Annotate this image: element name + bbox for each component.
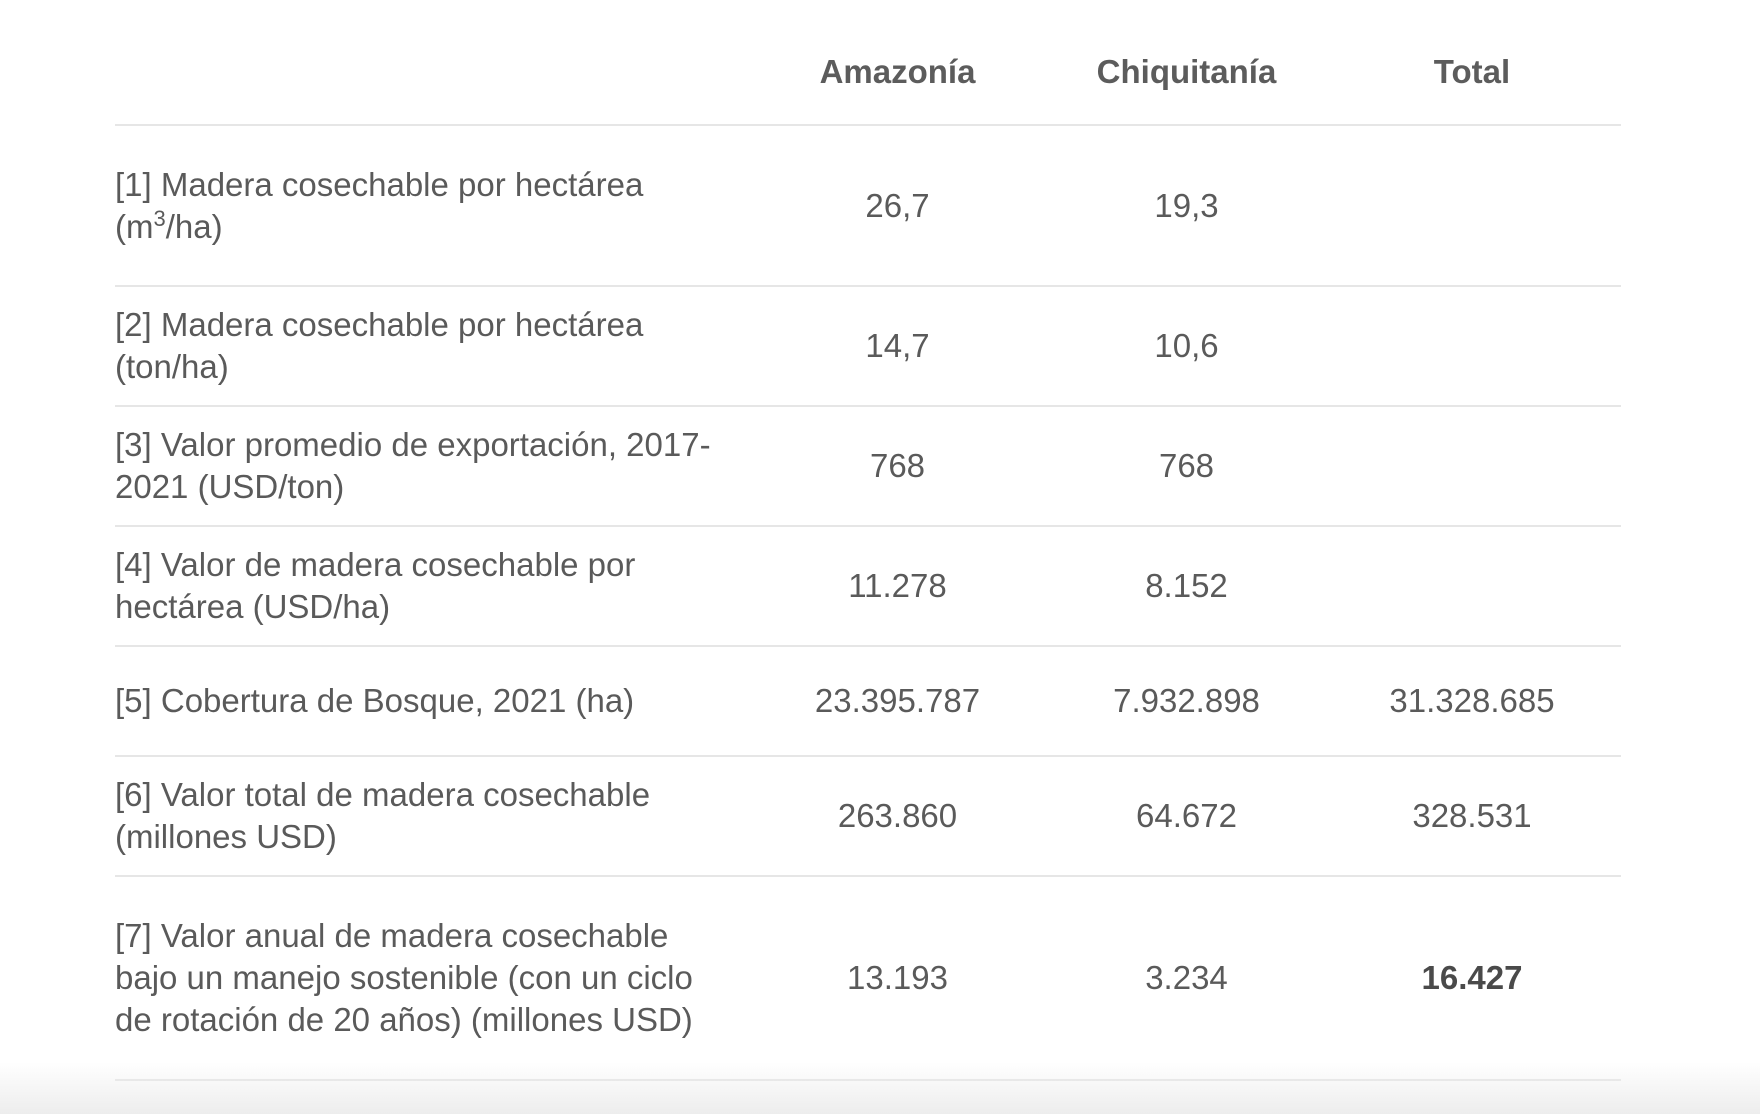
row-label: [7] Valor anual de madera cosechable baj… <box>115 876 745 1081</box>
row-label-text: [1] Madera cosechable por hectárea (m <box>115 165 644 245</box>
cell-chiquitania: 19,3 <box>1050 125 1323 287</box>
data-table: Amazonía Chiquitanía Total [1] Madera co… <box>115 20 1621 1081</box>
row-label: [1] Madera cosechable por hectárea (m3/h… <box>115 125 745 287</box>
table-row: [3] Valor promedio de exportación, 2017-… <box>115 406 1621 527</box>
cell-total <box>1323 406 1621 527</box>
header-total: Total <box>1323 20 1621 126</box>
cell-chiquitania: 768 <box>1050 406 1323 527</box>
cell-amazonia: 768 <box>745 406 1050 527</box>
row-label-text: /ha) <box>165 207 223 245</box>
bottom-shadow <box>0 1062 1760 1114</box>
table-row: [2] Madera cosechable por hectárea (ton/… <box>115 286 1621 407</box>
cell-chiquitania: 3.234 <box>1050 876 1323 1081</box>
cell-amazonia: 11.278 <box>745 526 1050 647</box>
header-chiquitania: Chiquitanía <box>1050 20 1323 126</box>
cell-amazonia: 13.193 <box>745 876 1050 1081</box>
cell-chiquitania: 64.672 <box>1050 756 1323 877</box>
row-label: [4] Valor de madera cosechable por hectá… <box>115 526 745 647</box>
superscript: 3 <box>153 205 166 231</box>
row-label: [2] Madera cosechable por hectárea (ton/… <box>115 286 745 407</box>
cell-amazonia: 263.860 <box>745 756 1050 877</box>
row-label: [5] Cobertura de Bosque, 2021 (ha) <box>115 646 745 757</box>
table-row: [4] Valor de madera cosechable por hectá… <box>115 526 1621 647</box>
row-label: [3] Valor promedio de exportación, 2017-… <box>115 406 745 527</box>
cell-total <box>1323 286 1621 407</box>
cell-total: 31.328.685 <box>1323 646 1621 757</box>
cell-total <box>1323 125 1621 287</box>
table-row: [1] Madera cosechable por hectárea (m3/h… <box>115 125 1621 287</box>
table-row: [6] Valor total de madera cosechable (mi… <box>115 756 1621 877</box>
cell-total-highlight: 16.427 <box>1323 876 1621 1081</box>
cell-total: 328.531 <box>1323 756 1621 877</box>
cell-amazonia: 26,7 <box>745 125 1050 287</box>
cell-chiquitania: 7.932.898 <box>1050 646 1323 757</box>
header-amazonia: Amazonía <box>745 20 1050 126</box>
cell-amazonia: 14,7 <box>745 286 1050 407</box>
cell-chiquitania: 10,6 <box>1050 286 1323 407</box>
row-label: [6] Valor total de madera cosechable (mi… <box>115 756 745 877</box>
cell-total <box>1323 526 1621 647</box>
cell-amazonia: 23.395.787 <box>745 646 1050 757</box>
table-row: [7] Valor anual de madera cosechable baj… <box>115 876 1621 1081</box>
table-row: [5] Cobertura de Bosque, 2021 (ha) 23.39… <box>115 646 1621 757</box>
header-row: Amazonía Chiquitanía Total <box>115 20 1621 126</box>
header-label <box>115 20 745 126</box>
cell-chiquitania: 8.152 <box>1050 526 1323 647</box>
